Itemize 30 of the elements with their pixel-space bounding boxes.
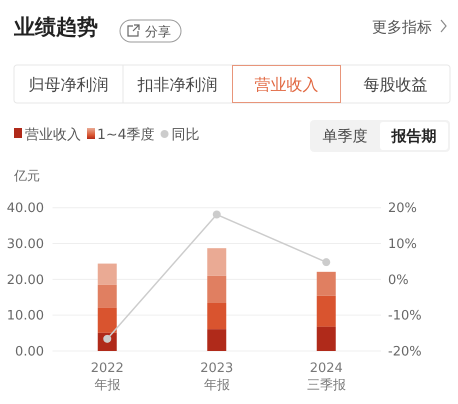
bar [207, 276, 226, 303]
y2-tick-label: 20% [388, 201, 417, 216]
y-tick-label: 20.00 [6, 272, 44, 288]
y-tick-label: 30.00 [6, 237, 44, 252]
bar [207, 329, 226, 351]
chart-title: 业绩趋势 [13, 15, 98, 39]
bar [98, 284, 117, 308]
y2-tick-label: -20% [388, 344, 422, 360]
bar [207, 302, 226, 330]
bar [98, 264, 117, 285]
point [212, 210, 221, 219]
x-tick-label: 2024 三季报 [306, 361, 346, 393]
bar [316, 296, 336, 327]
text: 1~4季度 [97, 127, 155, 143]
bar [207, 248, 226, 276]
x-tick-label: 2022 年报 [90, 361, 124, 393]
bar [316, 272, 336, 296]
bar [316, 326, 336, 351]
y-tick-label: 10.00 [6, 308, 44, 324]
x-tick-label: 2023 年报 [200, 361, 234, 393]
y-axis-title: 亿元 [13, 169, 40, 184]
legend-label: 同比 [172, 127, 200, 143]
bar [98, 308, 117, 333]
y-tick-label: 0.00 [15, 344, 44, 360]
y-tick-label: 40.00 [6, 201, 44, 216]
y2-tick-label: 0% [388, 272, 409, 288]
y2-tick-label: -10% [388, 308, 422, 324]
legend-label: 营业收入 [25, 127, 81, 143]
y2-tick-label: 10% [388, 237, 417, 252]
point [322, 258, 330, 266]
